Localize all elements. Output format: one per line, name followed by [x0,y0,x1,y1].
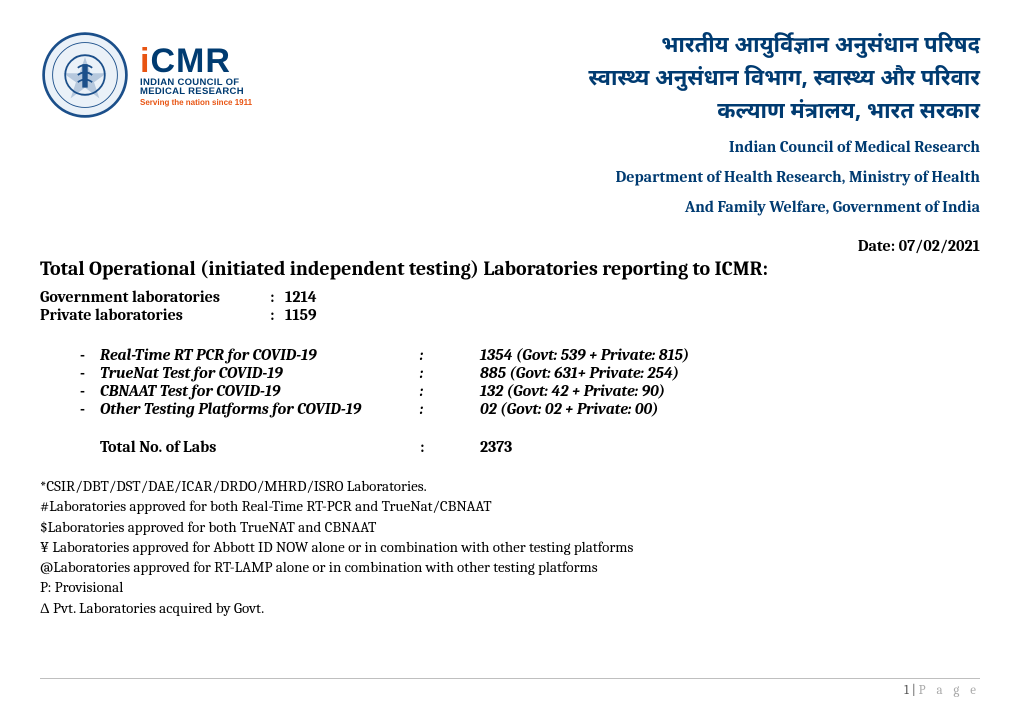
colon: : [420,364,480,382]
eng-line1: Indian Council of Medical Research [272,135,980,159]
dash-icon: - [80,364,100,382]
colon: : [420,400,480,418]
legend-line: ¥ Laboratories approved for Abbott ID NO… [40,537,980,557]
org-titles: भारतीय आयुर्विज्ञान अनुसंधान परिषद स्वास… [272,30,980,219]
gov-lab-label: Government laboratories [40,288,270,306]
test-value: 132 (Govt: 42 + Private: 90) [480,382,980,400]
test-name: TrueNat Test for COVID-19 [100,364,420,382]
page-sep: | [912,683,919,698]
test-value: 02 (Govt: 02 + Private: 00) [480,400,980,418]
colon: : [270,288,285,306]
legend-block: *CSIR/DBT/DST/DAE/ICAR/DRDO/MHRD/ISRO La… [40,476,980,618]
icmr-sub2: MEDICAL RESEARCH [140,87,252,97]
main-heading: Total Operational (initiated independent… [40,257,980,280]
emblem-icon [40,30,130,120]
legend-line: #Laboratories approved for both Real-Tim… [40,496,980,516]
legend-line: Δ Pvt. Laboratories acquired by Govt. [40,598,980,618]
gov-lab-value: 1214 [285,288,317,306]
legend-line: $Laboratories approved for both TrueNAT … [40,517,980,537]
icmr-tagline: Serving the nation since 1911 [140,99,252,107]
colon: : [420,382,480,400]
test-value: 1354 (Govt: 539 + Private: 815) [480,346,980,364]
legend-line: @Laboratories approved for RT-LAMP alone… [40,557,980,577]
icmr-text-logo: iCMR INDIAN COUNCIL OF MEDICAL RESEARCH … [140,44,252,107]
page-number: 1 [904,683,909,698]
dash-icon: - [80,346,100,364]
page-word: P a g e [919,683,980,698]
test-name: Real-Time RT PCR for COVID-19 [100,346,420,364]
lab-counts: Government laboratories : 1214 Private l… [40,288,980,324]
eng-line3: And Family Welfare, Government of India [272,195,980,219]
date-line: Date: 07/02/2021 [40,237,980,255]
page-footer: 1 | P a g e [40,678,980,698]
colon: : [420,438,480,456]
test-row: -TrueNat Test for COVID-19:885 (Govt: 63… [40,364,980,382]
priv-lab-label: Private laboratories [40,306,270,324]
colon: : [270,306,285,324]
test-list: -Real-Time RT PCR for COVID-19:1354 (Gov… [40,346,980,418]
test-row: -Real-Time RT PCR for COVID-19:1354 (Gov… [40,346,980,364]
hindi-line1: भारतीय आयुर्विज्ञान अनुसंधान परिषद [272,30,980,63]
header: iCMR INDIAN COUNCIL OF MEDICAL RESEARCH … [40,30,980,219]
legend-line: P: Provisional [40,577,980,597]
legend-line: *CSIR/DBT/DST/DAE/ICAR/DRDO/MHRD/ISRO La… [40,476,980,496]
priv-lab-value: 1159 [285,306,317,324]
total-value: 2373 [480,438,512,456]
logo-block: iCMR INDIAN COUNCIL OF MEDICAL RESEARCH … [40,30,252,120]
dash-icon: - [80,400,100,418]
test-value: 885 (Govt: 631+ Private: 254) [480,364,980,382]
test-row: -Other Testing Platforms for COVID-19:02… [40,400,980,418]
test-row: -CBNAAT Test for COVID-19:132 (Govt: 42 … [40,382,980,400]
hindi-line3: कल्याण मंत्रालय, भारत सरकार [272,96,980,129]
priv-lab-row: Private laboratories : 1159 [40,306,980,324]
dash-icon: - [80,382,100,400]
total-row: Total No. of Labs : 2373 [40,438,980,456]
total-label: Total No. of Labs [100,438,420,456]
icmr-wordmark: iCMR [140,44,252,78]
test-name: Other Testing Platforms for COVID-19 [100,400,420,418]
hindi-line2: स्वास्थ्य अनुसंधान विभाग, स्वास्थ्य और प… [272,63,980,96]
eng-line2: Department of Health Research, Ministry … [272,165,980,189]
colon: : [420,346,480,364]
gov-lab-row: Government laboratories : 1214 [40,288,980,306]
test-name: CBNAAT Test for COVID-19 [100,382,420,400]
